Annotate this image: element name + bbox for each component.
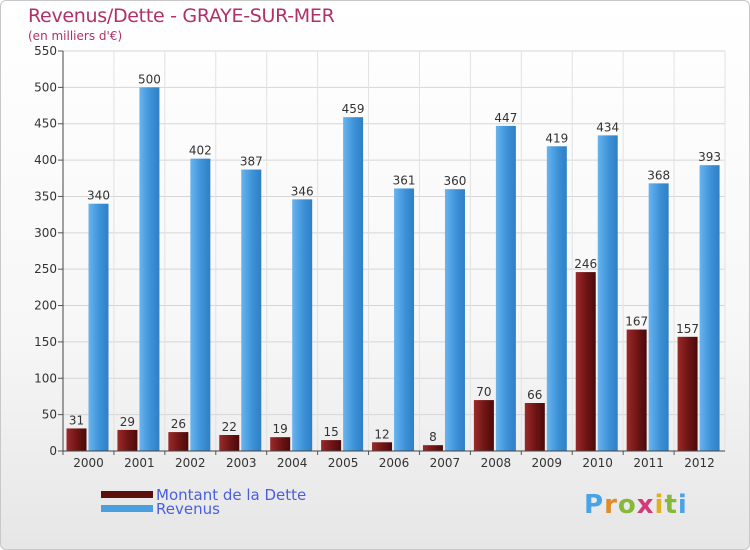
data-label: 15	[323, 425, 338, 439]
x-tick-label: 2006	[379, 456, 410, 470]
data-label: 459	[342, 102, 365, 116]
data-label: 419	[545, 131, 568, 145]
bar-revenus	[190, 158, 211, 452]
y-tick-label: 50	[42, 408, 57, 422]
bar-debt	[524, 403, 545, 451]
y-tick-label: 300	[34, 226, 57, 240]
data-label: 500	[138, 72, 161, 86]
data-label: 29	[120, 415, 135, 429]
bar-debt	[626, 329, 647, 451]
axes: 0 50 100 150 200 250 300 350 400 450 500 550 2000 200…	[34, 44, 725, 470]
data-label: 246	[574, 257, 597, 271]
y-tick-label: 400	[34, 153, 57, 167]
x-tick-label: 2007	[430, 456, 461, 470]
bar-debt	[219, 435, 240, 451]
bar-revenus	[699, 165, 720, 451]
y-tick-label: 450	[34, 117, 57, 131]
data-label: 360	[444, 174, 467, 188]
y-tick-label: 350	[34, 189, 57, 203]
proxiti-logo: Proxiti	[584, 490, 688, 520]
data-label: 31	[69, 413, 84, 427]
logo-letter: i	[677, 490, 688, 520]
y-tick-label: 500	[34, 80, 57, 94]
x-tick-label: 2003	[226, 456, 257, 470]
x-tick-label: 2010	[582, 456, 613, 470]
data-labels: 31 340 29 500 26 402 22 387 19 346 15 459 12 361 8 360 7…	[69, 72, 721, 444]
y-tick-label: 250	[34, 262, 57, 276]
data-label: 157	[676, 322, 699, 336]
y-tick-label: 0	[49, 444, 57, 458]
logo-letter: t	[664, 490, 678, 520]
bar-revenus	[241, 169, 262, 451]
logo-letter: P	[584, 490, 605, 520]
x-tick-label: 2005	[328, 456, 359, 470]
y-tick-label: 200	[34, 299, 57, 313]
legend-swatch-debt	[101, 491, 153, 498]
y-tick-label: 150	[34, 335, 57, 349]
logo-letter: i	[654, 490, 665, 520]
data-label: 393	[698, 150, 721, 164]
x-tick-label: 2001	[124, 456, 155, 470]
data-label: 66	[527, 388, 542, 402]
bar-debt	[677, 336, 698, 451]
data-label: 361	[393, 173, 416, 187]
x-tick-label: 2011	[633, 456, 664, 470]
logo-letter: x	[636, 490, 655, 520]
bars	[66, 87, 720, 452]
legend-swatch-revenus	[101, 505, 153, 512]
data-label: 22	[222, 420, 237, 434]
data-label: 368	[647, 168, 670, 182]
x-tick-label: 2000	[73, 456, 104, 470]
y-tick-label: 550	[34, 44, 57, 58]
data-label: 167	[625, 315, 648, 329]
bar-revenus	[394, 188, 415, 452]
chart-title: Revenus/Dette - GRAYE-SUR-MER	[28, 5, 335, 27]
bar-revenus	[546, 146, 567, 452]
data-label: 340	[87, 189, 110, 203]
data-label: 19	[273, 422, 288, 436]
bar-debt	[117, 429, 138, 451]
bar-debt	[372, 442, 393, 451]
bar-revenus	[597, 135, 618, 451]
bar-debt	[66, 428, 87, 451]
data-label: 434	[596, 120, 619, 134]
x-tick-label: 2009	[531, 456, 562, 470]
bar-revenus	[444, 189, 465, 451]
data-label: 346	[291, 184, 314, 198]
logo-letter: r	[604, 490, 618, 520]
data-label: 402	[189, 144, 212, 158]
x-tick-label: 2004	[277, 456, 308, 470]
bar-revenus	[88, 203, 109, 451]
bar-revenus	[495, 125, 516, 451]
bar-revenus	[343, 117, 364, 451]
bar-debt	[321, 440, 342, 451]
x-tick-label: 2012	[684, 456, 715, 470]
logo-letter: o	[617, 490, 637, 520]
grid	[62, 50, 726, 452]
bar-revenus	[139, 87, 160, 451]
bar-revenus	[648, 183, 669, 451]
legend-label-revenus: Revenus	[156, 500, 220, 518]
data-label: 8	[429, 430, 437, 444]
data-label: 70	[476, 385, 491, 399]
bar-debt	[473, 400, 494, 451]
chart-subtitle: (en milliers d'€)	[28, 29, 123, 43]
bar-debt	[270, 437, 291, 451]
bar-debt	[422, 445, 443, 451]
bar-revenus	[292, 199, 313, 451]
data-label: 12	[374, 427, 389, 441]
data-label: 26	[171, 417, 186, 431]
data-label: 447	[494, 111, 517, 125]
legend-label-debt: Montant de la Dette	[156, 486, 307, 504]
x-tick-label: 2002	[175, 456, 206, 470]
data-label: 387	[240, 155, 263, 169]
bar-debt	[168, 432, 189, 451]
x-tick-label: 2008	[481, 456, 512, 470]
bar-debt	[575, 272, 596, 451]
y-tick-label: 100	[34, 371, 57, 385]
